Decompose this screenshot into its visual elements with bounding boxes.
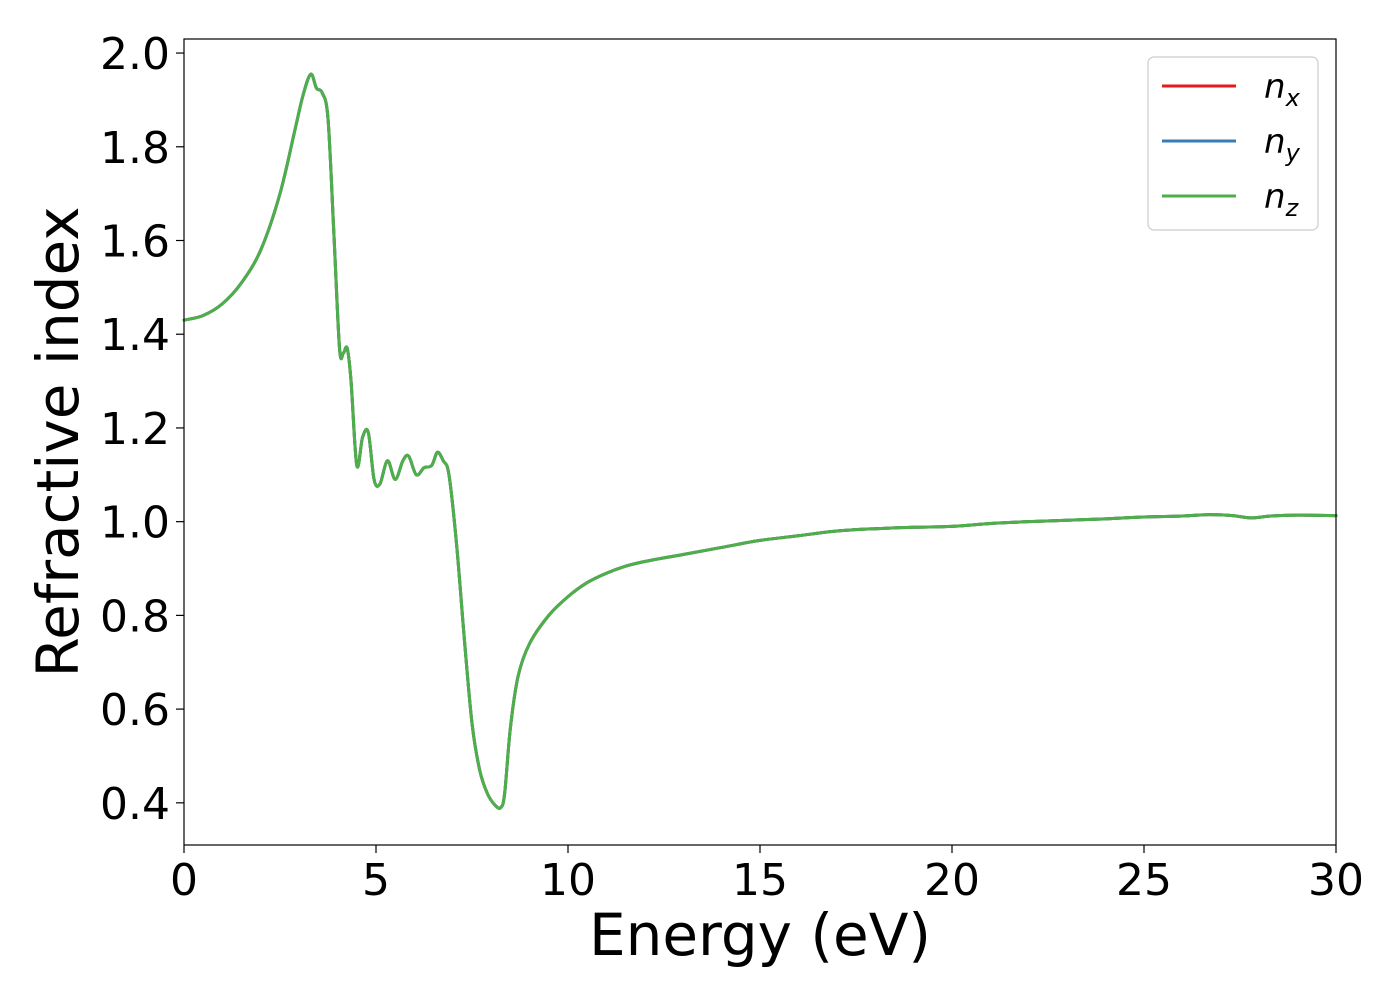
y-tick-label: 1.2 [100, 404, 170, 455]
y-axis-title: Refractive index [24, 206, 92, 677]
series-line-z [182, 72, 1338, 810]
x-tick-label: 10 [540, 855, 596, 906]
y-tick-label: 2.0 [100, 29, 170, 80]
x-axis: 0 5 10 15 20 25 30 [170, 845, 1364, 906]
legend-label-y: ny [1264, 122, 1301, 167]
y-axis: 0.4 0.6 0.8 1.0 1.2 1.4 1.6 1.8 2.0 [100, 29, 184, 830]
y-tick-label: 0.6 [100, 685, 170, 736]
x-tick-label: 15 [732, 855, 788, 906]
x-tick-label: 5 [362, 855, 390, 906]
legend-box [1147, 56, 1319, 231]
legend: nx ny nz [1147, 56, 1319, 231]
y-tick-label: 0.8 [100, 591, 170, 642]
y-tick-label: 1.0 [100, 498, 170, 549]
y-tick-label: 1.6 [100, 217, 170, 268]
x-tick-label: 30 [1308, 855, 1364, 906]
legend-label-x: nx [1264, 67, 1301, 112]
x-tick-label: 25 [1116, 855, 1172, 906]
x-axis-title: Energy (eV) [589, 901, 931, 969]
legend-label-z: nz [1264, 177, 1300, 222]
y-tick-label: 1.8 [100, 123, 170, 174]
x-tick-label: 20 [924, 855, 980, 906]
y-tick-label: 1.4 [100, 310, 170, 361]
series-layer [182, 72, 1338, 810]
x-tick-label: 0 [170, 855, 198, 906]
y-tick-label: 0.4 [100, 779, 170, 830]
